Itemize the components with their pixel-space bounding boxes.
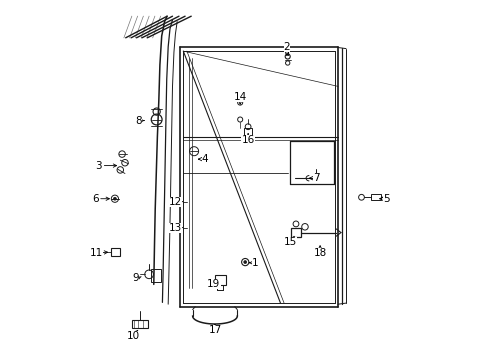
Text: 3: 3 <box>95 161 102 171</box>
Text: 2: 2 <box>283 42 290 52</box>
Text: 9: 9 <box>132 273 139 283</box>
Text: 1: 1 <box>251 258 258 268</box>
Text: 19: 19 <box>207 279 220 289</box>
Text: 5: 5 <box>383 194 389 204</box>
Text: 13: 13 <box>168 222 182 233</box>
Bar <box>244 128 251 137</box>
Bar <box>151 269 161 282</box>
Text: 15: 15 <box>284 237 297 247</box>
Text: 6: 6 <box>92 194 98 204</box>
Text: 14: 14 <box>233 92 246 102</box>
Text: 17: 17 <box>208 325 221 336</box>
Circle shape <box>113 197 116 200</box>
Bar <box>132 320 148 328</box>
Bar <box>215 275 226 285</box>
Text: 12: 12 <box>168 197 182 207</box>
Bar <box>290 228 301 237</box>
Text: 16: 16 <box>241 135 254 145</box>
Text: 10: 10 <box>126 330 139 341</box>
Bar <box>370 194 380 200</box>
Circle shape <box>244 261 246 264</box>
Text: 11: 11 <box>89 248 102 258</box>
Bar <box>111 248 120 256</box>
Text: 18: 18 <box>313 248 326 258</box>
Text: 8: 8 <box>135 116 142 126</box>
Text: 4: 4 <box>201 154 208 164</box>
Text: 7: 7 <box>312 173 319 183</box>
